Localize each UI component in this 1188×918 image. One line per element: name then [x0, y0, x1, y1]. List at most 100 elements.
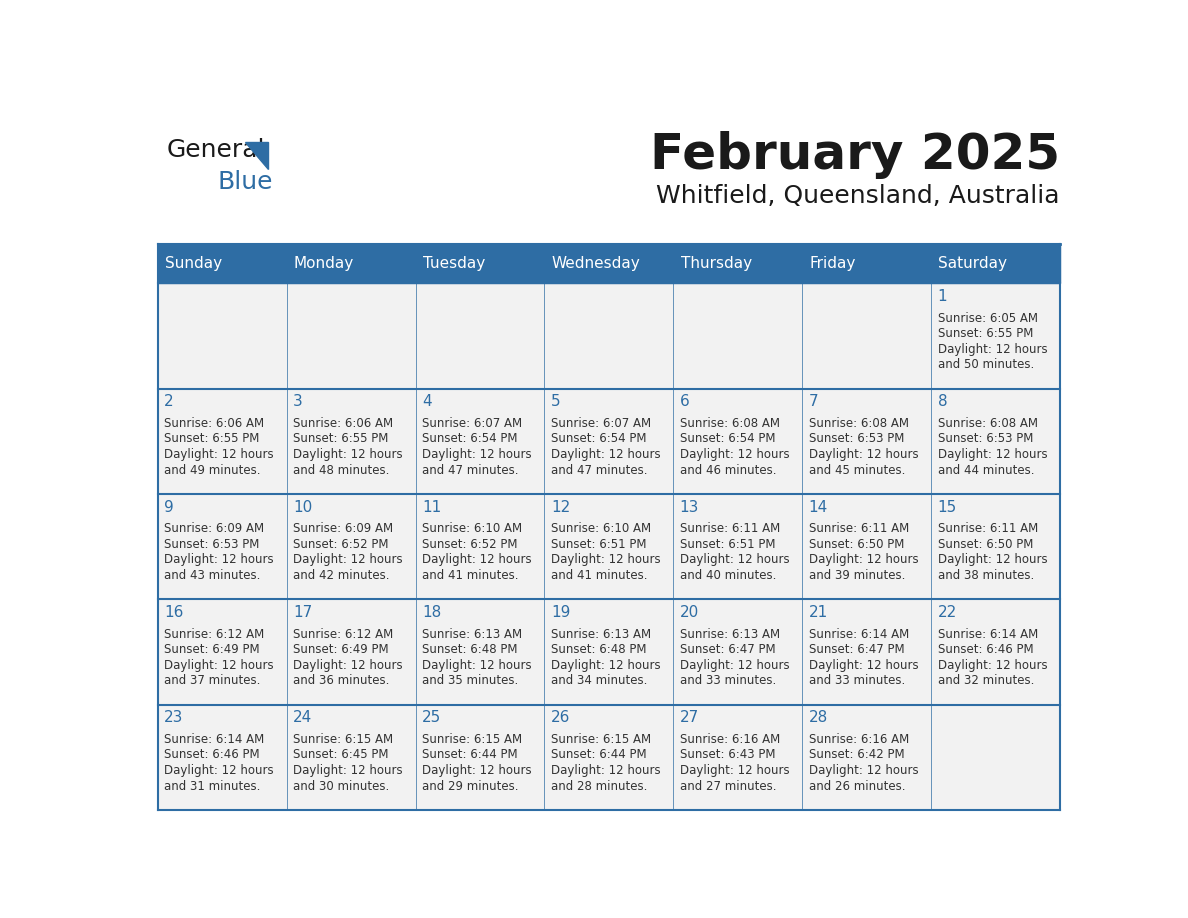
Text: Sunrise: 6:08 AM: Sunrise: 6:08 AM: [680, 417, 779, 430]
Text: Daylight: 12 hours: Daylight: 12 hours: [937, 554, 1047, 566]
Text: 7: 7: [809, 395, 819, 409]
Text: and 31 minutes.: and 31 minutes.: [164, 779, 260, 792]
Text: Sunrise: 6:05 AM: Sunrise: 6:05 AM: [937, 311, 1037, 325]
Text: Daylight: 12 hours: Daylight: 12 hours: [937, 448, 1047, 461]
FancyBboxPatch shape: [416, 388, 544, 494]
Text: and 35 minutes.: and 35 minutes.: [422, 674, 518, 688]
Text: and 38 minutes.: and 38 minutes.: [937, 569, 1034, 582]
Text: 14: 14: [809, 499, 828, 515]
Text: 21: 21: [809, 605, 828, 620]
Text: and 41 minutes.: and 41 minutes.: [551, 569, 647, 582]
Text: Daylight: 12 hours: Daylight: 12 hours: [164, 448, 273, 461]
Text: Sunset: 6:55 PM: Sunset: 6:55 PM: [293, 432, 388, 445]
FancyBboxPatch shape: [931, 388, 1060, 494]
FancyBboxPatch shape: [416, 244, 544, 284]
Text: 28: 28: [809, 711, 828, 725]
Text: Daylight: 12 hours: Daylight: 12 hours: [422, 554, 531, 566]
FancyBboxPatch shape: [544, 244, 674, 284]
Polygon shape: [245, 142, 268, 169]
Text: Friday: Friday: [809, 256, 855, 272]
Text: Sunrise: 6:15 AM: Sunrise: 6:15 AM: [293, 733, 393, 746]
FancyBboxPatch shape: [931, 494, 1060, 599]
Text: Sunset: 6:50 PM: Sunset: 6:50 PM: [937, 538, 1032, 551]
Text: and 32 minutes.: and 32 minutes.: [937, 674, 1034, 688]
Text: Sunset: 6:51 PM: Sunset: 6:51 PM: [551, 538, 646, 551]
Text: Daylight: 12 hours: Daylight: 12 hours: [551, 764, 661, 777]
FancyBboxPatch shape: [286, 599, 416, 705]
FancyBboxPatch shape: [158, 244, 286, 284]
Text: Sunrise: 6:06 AM: Sunrise: 6:06 AM: [293, 417, 393, 430]
Text: 20: 20: [680, 605, 699, 620]
Text: Sunset: 6:44 PM: Sunset: 6:44 PM: [551, 748, 646, 761]
Text: and 45 minutes.: and 45 minutes.: [809, 464, 905, 476]
Text: and 33 minutes.: and 33 minutes.: [809, 674, 905, 688]
Text: Daylight: 12 hours: Daylight: 12 hours: [937, 342, 1047, 355]
FancyBboxPatch shape: [544, 494, 674, 599]
Text: 5: 5: [551, 395, 561, 409]
Text: Daylight: 12 hours: Daylight: 12 hours: [164, 659, 273, 672]
FancyBboxPatch shape: [931, 244, 1060, 284]
FancyBboxPatch shape: [931, 599, 1060, 705]
Text: Sunset: 6:50 PM: Sunset: 6:50 PM: [809, 538, 904, 551]
Text: Sunrise: 6:15 AM: Sunrise: 6:15 AM: [551, 733, 651, 746]
Text: and 47 minutes.: and 47 minutes.: [551, 464, 647, 476]
Text: Thursday: Thursday: [681, 256, 752, 272]
Text: Daylight: 12 hours: Daylight: 12 hours: [293, 554, 403, 566]
FancyBboxPatch shape: [286, 284, 416, 388]
Text: Sunset: 6:47 PM: Sunset: 6:47 PM: [680, 644, 776, 656]
Text: 8: 8: [937, 395, 947, 409]
FancyBboxPatch shape: [286, 388, 416, 494]
Text: Sunrise: 6:09 AM: Sunrise: 6:09 AM: [293, 522, 393, 535]
Text: Daylight: 12 hours: Daylight: 12 hours: [293, 659, 403, 672]
Text: Sunset: 6:51 PM: Sunset: 6:51 PM: [680, 538, 776, 551]
Text: 27: 27: [680, 711, 699, 725]
Text: Sunrise: 6:08 AM: Sunrise: 6:08 AM: [809, 417, 909, 430]
Text: Sunset: 6:46 PM: Sunset: 6:46 PM: [937, 644, 1034, 656]
Text: and 50 minutes.: and 50 minutes.: [937, 358, 1034, 371]
Text: Daylight: 12 hours: Daylight: 12 hours: [809, 448, 918, 461]
Text: Daylight: 12 hours: Daylight: 12 hours: [680, 448, 789, 461]
Text: Sunset: 6:48 PM: Sunset: 6:48 PM: [551, 644, 646, 656]
Text: Sunrise: 6:13 AM: Sunrise: 6:13 AM: [551, 628, 651, 641]
Text: Blue: Blue: [217, 170, 273, 195]
Text: Daylight: 12 hours: Daylight: 12 hours: [551, 554, 661, 566]
FancyBboxPatch shape: [158, 705, 286, 810]
FancyBboxPatch shape: [544, 599, 674, 705]
FancyBboxPatch shape: [544, 705, 674, 810]
Text: General: General: [166, 139, 265, 162]
Text: Sunrise: 6:14 AM: Sunrise: 6:14 AM: [164, 733, 265, 746]
Text: Sunrise: 6:13 AM: Sunrise: 6:13 AM: [422, 628, 522, 641]
Text: Sunrise: 6:14 AM: Sunrise: 6:14 AM: [937, 628, 1038, 641]
FancyBboxPatch shape: [158, 599, 286, 705]
Text: Sunrise: 6:11 AM: Sunrise: 6:11 AM: [809, 522, 909, 535]
FancyBboxPatch shape: [802, 244, 931, 284]
Text: Sunset: 6:45 PM: Sunset: 6:45 PM: [293, 748, 388, 761]
FancyBboxPatch shape: [674, 388, 802, 494]
Text: and 27 minutes.: and 27 minutes.: [680, 779, 776, 792]
FancyBboxPatch shape: [802, 494, 931, 599]
Text: Daylight: 12 hours: Daylight: 12 hours: [293, 448, 403, 461]
Text: Sunrise: 6:13 AM: Sunrise: 6:13 AM: [680, 628, 779, 641]
Text: Sunset: 6:54 PM: Sunset: 6:54 PM: [680, 432, 776, 445]
Text: Daylight: 12 hours: Daylight: 12 hours: [680, 764, 789, 777]
Text: Daylight: 12 hours: Daylight: 12 hours: [680, 554, 789, 566]
FancyBboxPatch shape: [544, 388, 674, 494]
Text: and 30 minutes.: and 30 minutes.: [293, 779, 390, 792]
Text: 12: 12: [551, 499, 570, 515]
Text: 16: 16: [164, 605, 183, 620]
FancyBboxPatch shape: [802, 388, 931, 494]
Text: 3: 3: [293, 395, 303, 409]
Text: Tuesday: Tuesday: [423, 256, 485, 272]
FancyBboxPatch shape: [416, 705, 544, 810]
Text: and 41 minutes.: and 41 minutes.: [422, 569, 518, 582]
FancyBboxPatch shape: [286, 705, 416, 810]
FancyBboxPatch shape: [416, 284, 544, 388]
FancyBboxPatch shape: [674, 284, 802, 388]
Text: Daylight: 12 hours: Daylight: 12 hours: [809, 659, 918, 672]
Text: and 43 minutes.: and 43 minutes.: [164, 569, 260, 582]
Text: Sunrise: 6:15 AM: Sunrise: 6:15 AM: [422, 733, 522, 746]
FancyBboxPatch shape: [158, 388, 286, 494]
Text: and 44 minutes.: and 44 minutes.: [937, 464, 1034, 476]
FancyBboxPatch shape: [931, 284, 1060, 388]
Text: and 28 minutes.: and 28 minutes.: [551, 779, 647, 792]
